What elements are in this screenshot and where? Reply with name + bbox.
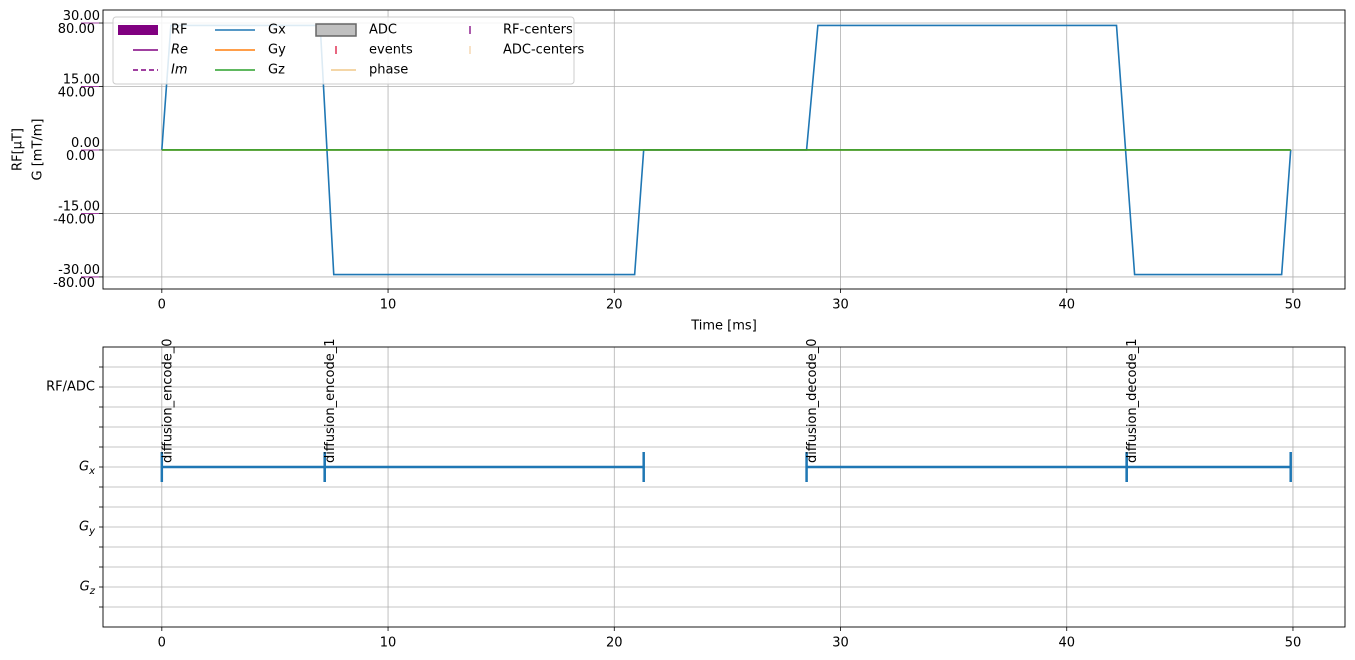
interval [323, 452, 645, 482]
x-tick-label: 50 [1285, 298, 1302, 313]
x-tick-label: 40 [1058, 636, 1075, 651]
y2-axis-label: RF[μT] [11, 128, 26, 171]
legend-label: ADC-centers [503, 43, 584, 58]
legend-label: RF-centers [503, 23, 573, 38]
legend-swatch [315, 23, 357, 37]
legend: RF Re Im Gx Gy Gz ADC events phase RF-centers ADC-… [112, 16, 584, 85]
interval-label: diffusion_decode_0 [805, 338, 820, 463]
interval [805, 452, 1128, 482]
legend-label: Gy [268, 43, 286, 58]
legend-label: Im [171, 63, 188, 78]
x-tick-label: 50 [1285, 636, 1302, 651]
x-tick-label: 30 [832, 636, 849, 651]
y-tick-label: -80.00 [53, 276, 95, 291]
legend-label: Gz [268, 63, 285, 78]
x-tick-label: 40 [1058, 298, 1075, 313]
interval-label: diffusion_encode_0 [160, 339, 175, 464]
legend-swatch [118, 25, 158, 35]
interval-label: diffusion_encode_1 [323, 339, 338, 464]
y-tick-label: 40.00 [58, 85, 95, 100]
legend-label: Gx [268, 23, 286, 38]
x-tick-label: 0 [158, 298, 166, 313]
x-tick-label: 10 [380, 298, 397, 313]
x-tick-label: 20 [606, 636, 623, 651]
x-tick-label: 20 [606, 298, 623, 313]
legend-label: phase [369, 63, 408, 78]
interval [1125, 452, 1292, 482]
legend-label: Re [171, 43, 188, 58]
y-axis-label: G [mT/m] [31, 119, 46, 181]
y2-tick-label: 0.00 [71, 136, 100, 151]
interval-label: diffusion_decode_1 [1125, 338, 1140, 463]
y-tick-label: Gy [79, 520, 96, 538]
x-axis-label: Time [ms] [690, 319, 757, 334]
y-tick-label: 0.00 [66, 149, 95, 164]
legend-label: ADC [369, 23, 397, 38]
legend-box [112, 16, 575, 85]
y-tick-label: RF/ADC [46, 380, 95, 395]
y2-tick-label: 30.00 [63, 9, 100, 24]
plot-frame [102, 9, 1346, 290]
x-tick-label: 0 [158, 636, 166, 651]
x-tick-label: 10 [380, 636, 397, 651]
y2-tick-label: 15.00 [63, 73, 100, 88]
legend-label: events [369, 43, 413, 58]
y-tick-label: Gz [80, 580, 96, 598]
legend-label: RF [171, 23, 188, 38]
y-tick-label: Gx [79, 460, 95, 478]
y-tick-label: -40.00 [53, 212, 95, 227]
y2-tick-label: -30.00 [58, 263, 100, 278]
interval [160, 452, 326, 482]
y2-tick-label: -15.00 [58, 199, 100, 214]
plot-frame [102, 346, 1346, 628]
x-tick-label: 30 [832, 298, 849, 313]
y-tick-label: 80.00 [58, 22, 95, 37]
